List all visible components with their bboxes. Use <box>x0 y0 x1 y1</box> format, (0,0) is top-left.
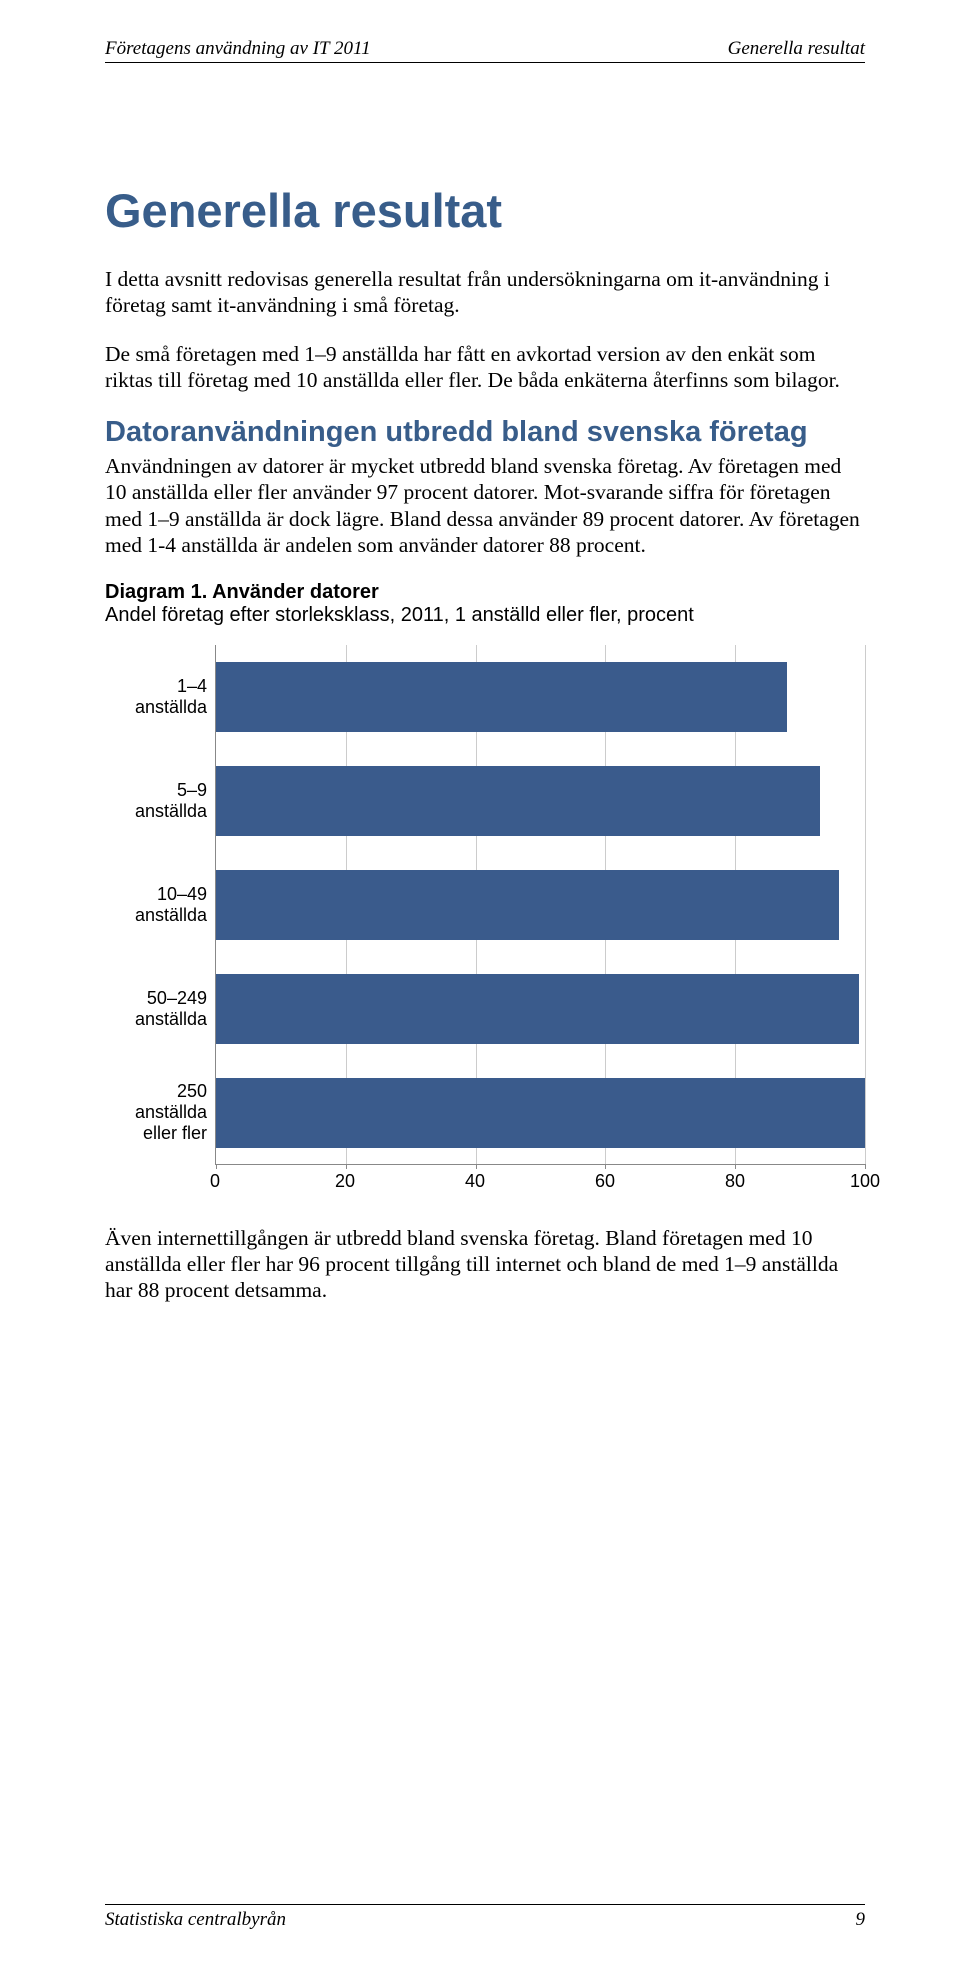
chart: 1–4anställda5–9anställda10–49anställda50… <box>105 645 865 1195</box>
header-left: Företagens användning av IT 2011 <box>105 38 371 60</box>
chart-y-label: 50–249anställda <box>105 957 207 1061</box>
chart-x-tick-label: 80 <box>725 1171 745 1192</box>
section-heading: Datoranvändningen utbredd bland svenska … <box>105 416 865 449</box>
chart-tickmark <box>865 1164 866 1169</box>
chart-bar <box>216 662 787 732</box>
page: Företagens användning av IT 2011 Generel… <box>0 0 960 1969</box>
diagram-title: Diagram 1. Använder datorer <box>105 581 865 604</box>
footer-page-number: 9 <box>856 1909 866 1931</box>
chart-x-tick-label: 60 <box>595 1171 615 1192</box>
closing-paragraph: Även internettillgången är utbredd bland… <box>105 1225 865 1304</box>
chart-y-label: 250 anställdaeller fler <box>105 1061 207 1165</box>
chart-y-label: 5–9anställda <box>105 749 207 853</box>
section-paragraph: Användningen av datorer är mycket utbred… <box>105 453 865 559</box>
chart-x-tick-label: 20 <box>335 1171 355 1192</box>
chart-y-label: 1–4anställda <box>105 645 207 749</box>
chart-y-labels: 1–4anställda5–9anställda10–49anställda50… <box>105 645 215 1165</box>
page-title: Generella resultat <box>105 183 865 238</box>
intro-paragraph-1: I detta avsnitt redovisas generella resu… <box>105 266 865 319</box>
chart-bar <box>216 974 859 1044</box>
chart-x-tick-label: 0 <box>210 1171 220 1192</box>
chart-x-axis: 020406080100 <box>215 1165 865 1195</box>
chart-gridline <box>865 645 866 1164</box>
page-footer: Statistiska centralbyrån 9 <box>105 1904 865 1931</box>
chart-bar <box>216 1078 865 1148</box>
header-right: Generella resultat <box>728 38 865 60</box>
footer-left: Statistiska centralbyrån <box>105 1909 286 1931</box>
chart-y-label: 10–49anställda <box>105 853 207 957</box>
chart-bar <box>216 870 839 940</box>
chart-x-tick-label: 40 <box>465 1171 485 1192</box>
diagram-subtitle: Andel företag efter storleksklass, 2011,… <box>105 604 865 627</box>
chart-plot-area <box>215 645 865 1165</box>
page-header: Företagens användning av IT 2011 Generel… <box>105 38 865 63</box>
chart-bar <box>216 766 820 836</box>
chart-x-tick-label: 100 <box>850 1171 880 1192</box>
intro-paragraph-2: De små företagen med 1–9 anställda har f… <box>105 341 865 394</box>
